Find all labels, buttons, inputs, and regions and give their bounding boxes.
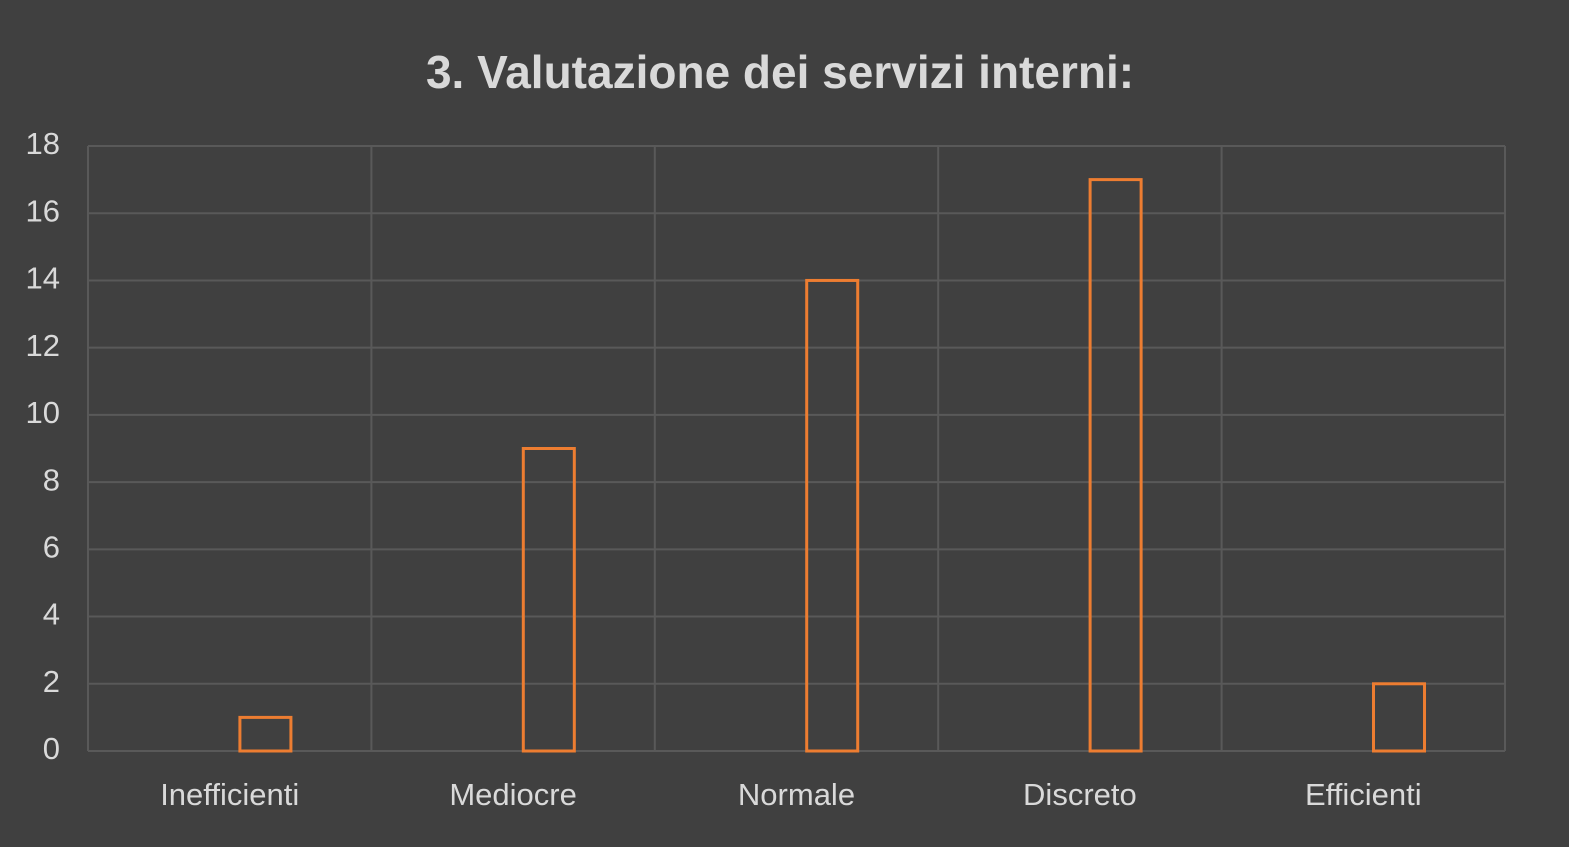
- chart-title: 3. Valutazione dei servizi interni:: [426, 46, 1134, 98]
- y-tick-label: 6: [43, 530, 60, 565]
- y-tick-label: 12: [26, 328, 60, 363]
- bar: [1088, 178, 1143, 753]
- x-tick-label: Mediocre: [449, 777, 577, 812]
- bar: [238, 715, 293, 753]
- bar: [805, 278, 860, 753]
- x-tick-label: Inefficienti: [160, 777, 299, 812]
- y-tick-label: 10: [26, 395, 60, 430]
- y-tick-label: 16: [26, 193, 60, 228]
- x-tick-label: Normale: [738, 777, 855, 812]
- y-tick-label: 2: [43, 664, 60, 699]
- y-tick-label: 14: [26, 261, 60, 296]
- y-tick-label: 4: [43, 597, 60, 632]
- bar: [1372, 682, 1427, 753]
- y-tick-label: 8: [43, 462, 60, 497]
- x-tick-label: Discreto: [1023, 777, 1137, 812]
- y-tick-label: 0: [43, 731, 60, 766]
- bar: [521, 447, 576, 753]
- y-tick-label: 18: [26, 126, 60, 161]
- x-tick-label: Efficienti: [1305, 777, 1422, 812]
